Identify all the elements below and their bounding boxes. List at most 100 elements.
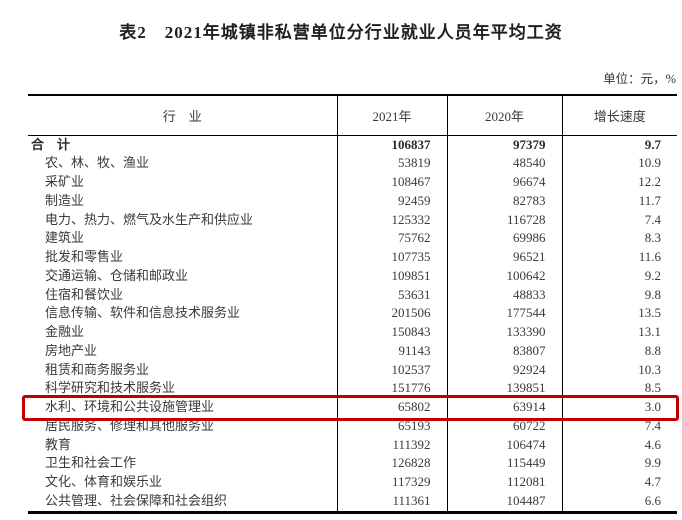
table-row: 采矿业 108467 96674 12.2 [28,173,677,192]
value-2020-cell: 83807 [446,341,562,361]
unit-label: 单位：元，% [603,72,676,86]
growth-cell: 9.2 [561,266,677,286]
growth-cell: 6.6 [561,491,677,512]
wage-table: 行 业 2021年 2020年 增长速度 合 计 106837 97379 9.7 农、… [28,94,677,514]
table-row: 金融业 150843 133390 13.1 [28,323,677,342]
column-header-industry: 行 业 [28,95,337,136]
value-2020-cell: 63914 [446,398,562,417]
table-row: 公共管理、社会保障和社会组织 111361 104487 6.6 [28,491,677,512]
industry-cell: 交通运输、仓储和邮政业 [45,267,189,283]
value-2020-cell: 106474 [446,435,562,455]
value-2020-cell: 177544 [446,304,562,323]
growth-cell: 11.6 [561,248,677,267]
industry-cell: 房地产业 [45,342,98,358]
value-2021-cell: 65193 [336,416,447,436]
industry-cell: 制造业 [45,192,85,208]
table-row: 交通运输、仓储和邮政业 109851 100642 9.2 [28,266,677,286]
value-2020-cell: 60722 [446,416,562,436]
industry-cell: 水利、环境和公共设施管理业 [45,399,215,414]
value-2020-cell: 112081 [446,473,562,492]
growth-cell: 3.0 [561,398,677,417]
industry-cell: 教育 [45,436,72,452]
growth-cell: 7.4 [561,210,677,230]
value-2021-cell: 108467 [336,173,447,192]
industry-cell: 科学研究和技术服务业 [45,380,176,396]
column-header-2020: 2020年 [446,95,562,136]
value-2020-cell: 48540 [446,154,562,173]
growth-cell: 13.1 [561,323,677,342]
value-2020-cell: 48833 [446,285,562,305]
table-row: 合 计 106837 97379 9.7 [28,135,677,155]
value-2020-cell: 82783 [446,191,562,211]
industry-cell: 农、林、牧、渔业 [45,155,150,171]
table-row: 科学研究和技术服务业 151776 139851 8.5 [28,379,677,398]
growth-cell: 12.2 [561,173,677,192]
table-row: 批发和零售业 107735 96521 11.6 [28,248,677,267]
value-2020-cell: 116728 [446,210,562,230]
value-2020-cell: 100642 [446,266,562,286]
value-2021-cell: 102537 [336,360,447,380]
value-2021-cell: 109851 [336,266,447,286]
industry-cell: 居民服务、修理和其他服务业 [45,417,215,433]
industry-cell: 公共管理、社会保障和社会组织 [45,492,228,508]
industry-cell: 批发和零售业 [45,249,124,264]
table-row: 卫生和社会工作 126828 115449 9.9 [28,454,677,473]
growth-cell: 4.7 [561,473,677,492]
value-2021-cell: 92459 [336,191,447,211]
value-2021-cell: 65802 [336,398,447,417]
growth-cell: 8.5 [561,379,677,398]
value-2021-cell: 75762 [336,229,447,248]
table-row: 建筑业 75762 69986 8.3 [28,229,677,248]
column-header-growth: 增长速度 [561,95,677,136]
table-row: 租赁和商务服务业 102537 92924 10.3 [28,360,677,380]
industry-cell: 合 计 [31,136,71,152]
growth-cell: 10.3 [561,360,677,380]
growth-cell: 11.7 [561,191,677,211]
table-header-row: 行 业 2021年 2020年 增长速度 [28,95,677,136]
value-2020-cell: 133390 [446,323,562,342]
growth-cell: 7.4 [561,416,677,436]
value-2020-cell: 97379 [446,135,562,155]
growth-cell: 9.9 [561,454,677,473]
industry-cell: 住宿和餐饮业 [45,286,124,302]
table-row: 房地产业 91143 83807 8.8 [28,341,677,361]
value-2021-cell: 151776 [336,379,447,398]
value-2020-cell: 115449 [446,454,562,473]
industry-cell: 文化、体育和娱乐业 [45,474,163,489]
table-row: 信息传输、软件和信息技术服务业 201506 177544 13.5 [28,304,677,323]
table-row: 制造业 92459 82783 11.7 [28,191,677,211]
growth-cell: 9.8 [561,285,677,305]
growth-cell: 13.5 [561,304,677,323]
value-2021-cell: 53819 [336,154,447,173]
industry-cell: 电力、热力、燃气及水生产和供应业 [45,211,254,227]
table-row: 水利、环境和公共设施管理业 65802 63914 3.0 [28,398,677,417]
industry-cell: 租赁和商务服务业 [45,361,150,377]
value-2021-cell: 53631 [336,285,447,305]
value-2020-cell: 96521 [446,248,562,267]
industry-cell: 金融业 [45,324,85,339]
value-2021-cell: 150843 [336,323,447,342]
value-2020-cell: 69986 [446,229,562,248]
page-title: 表2 2021年城镇非私营单位分行业就业人员年平均工资 [119,23,563,42]
value-2021-cell: 201506 [336,304,447,323]
industry-cell: 卫生和社会工作 [45,455,137,471]
industry-cell: 采矿业 [45,174,85,189]
value-2021-cell: 107735 [336,248,447,267]
value-2021-cell: 111392 [336,435,447,455]
column-header-2021: 2021年 [336,95,447,136]
value-2021-cell: 106837 [336,135,447,155]
industry-cell: 建筑业 [45,230,85,246]
table-body: 合 计 106837 97379 9.7 农、林、牧、渔业 53819 48540 10.9 采… [28,135,677,512]
growth-cell: 10.9 [561,154,677,173]
value-2021-cell: 111361 [336,491,447,512]
value-2020-cell: 92924 [446,360,562,380]
table-row: 住宿和餐饮业 53631 48833 9.8 [28,285,677,305]
value-2021-cell: 126828 [336,454,447,473]
value-2021-cell: 117329 [336,473,447,492]
table-row: 电力、热力、燃气及水生产和供应业 125332 116728 7.4 [28,210,677,230]
value-2021-cell: 91143 [336,341,447,361]
table-row: 农、林、牧、渔业 53819 48540 10.9 [28,154,677,173]
growth-cell: 4.6 [561,435,677,455]
table-row: 居民服务、修理和其他服务业 65193 60722 7.4 [28,416,677,436]
